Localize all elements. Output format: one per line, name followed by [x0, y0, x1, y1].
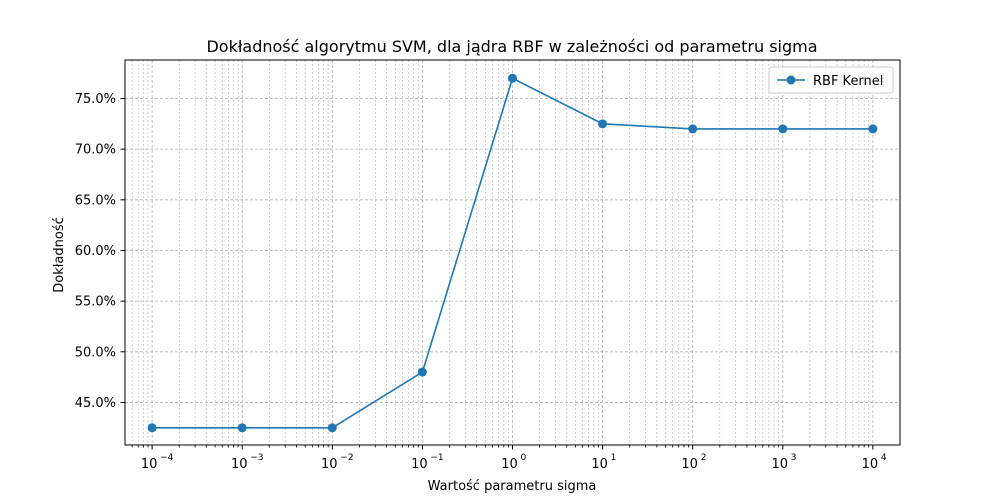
series-layer: [147, 73, 878, 433]
data-point: [327, 423, 337, 433]
x-tick-exponent: −1: [430, 453, 443, 463]
legend-label: RBF Kernel: [813, 74, 883, 89]
x-tick-label: 10: [141, 457, 158, 472]
data-point: [237, 423, 247, 433]
x-tick-label: 10: [681, 457, 698, 472]
x-tick-exponent: −3: [250, 453, 263, 463]
grid-layer: [125, 60, 900, 445]
y-tick-label: 55.0%: [75, 295, 116, 310]
data-point: [147, 423, 157, 433]
chart-title: Dokładność algorytmu SVM, dla jądra RBF …: [206, 37, 817, 56]
y-tick-label: 50.0%: [75, 345, 116, 360]
y-tick-label: 60.0%: [75, 244, 116, 259]
x-tick-exponent: 0: [521, 453, 527, 463]
x-tick-exponent: 1: [611, 453, 617, 463]
x-tick-exponent: 3: [791, 453, 797, 463]
data-point: [868, 124, 878, 134]
x-tick-exponent: −4: [160, 453, 174, 463]
x-tick-exponent: 2: [701, 453, 707, 463]
y-tick-label: 45.0%: [75, 396, 116, 411]
x-tick-label: 10: [501, 457, 518, 472]
y-tick-label: 65.0%: [75, 193, 116, 208]
axes-layer: 10 −4 10 −3 10 −2 10 −1 10 0 10 1 10 2 10 3 10 445.0%50.0…: [75, 59, 901, 472]
y-tick-label: 75.0%: [75, 92, 116, 107]
x-axis-label: Wartość parametru sigma: [428, 479, 597, 494]
legend: RBF Kernel: [768, 66, 894, 94]
x-tick-label: 10: [231, 457, 248, 472]
x-tick-label: 10: [772, 457, 789, 472]
x-tick-label: 10: [321, 457, 338, 472]
x-tick-label: 10: [411, 457, 428, 472]
data-point: [778, 124, 788, 134]
y-tick-label: 70.0%: [75, 143, 116, 158]
legend-box: [768, 66, 894, 94]
x-tick-label: 10: [862, 457, 879, 472]
data-point: [508, 73, 517, 83]
x-tick-label: 10: [591, 457, 608, 472]
data-point: [417, 367, 427, 377]
data-point: [688, 124, 698, 134]
data-point: [598, 119, 608, 129]
y-axis-label: Dokładność: [52, 217, 67, 293]
legend-marker: [786, 75, 796, 85]
plot-frame: [124, 59, 901, 446]
x-tick-exponent: −2: [340, 453, 353, 463]
x-tick-exponent: 4: [881, 453, 887, 463]
